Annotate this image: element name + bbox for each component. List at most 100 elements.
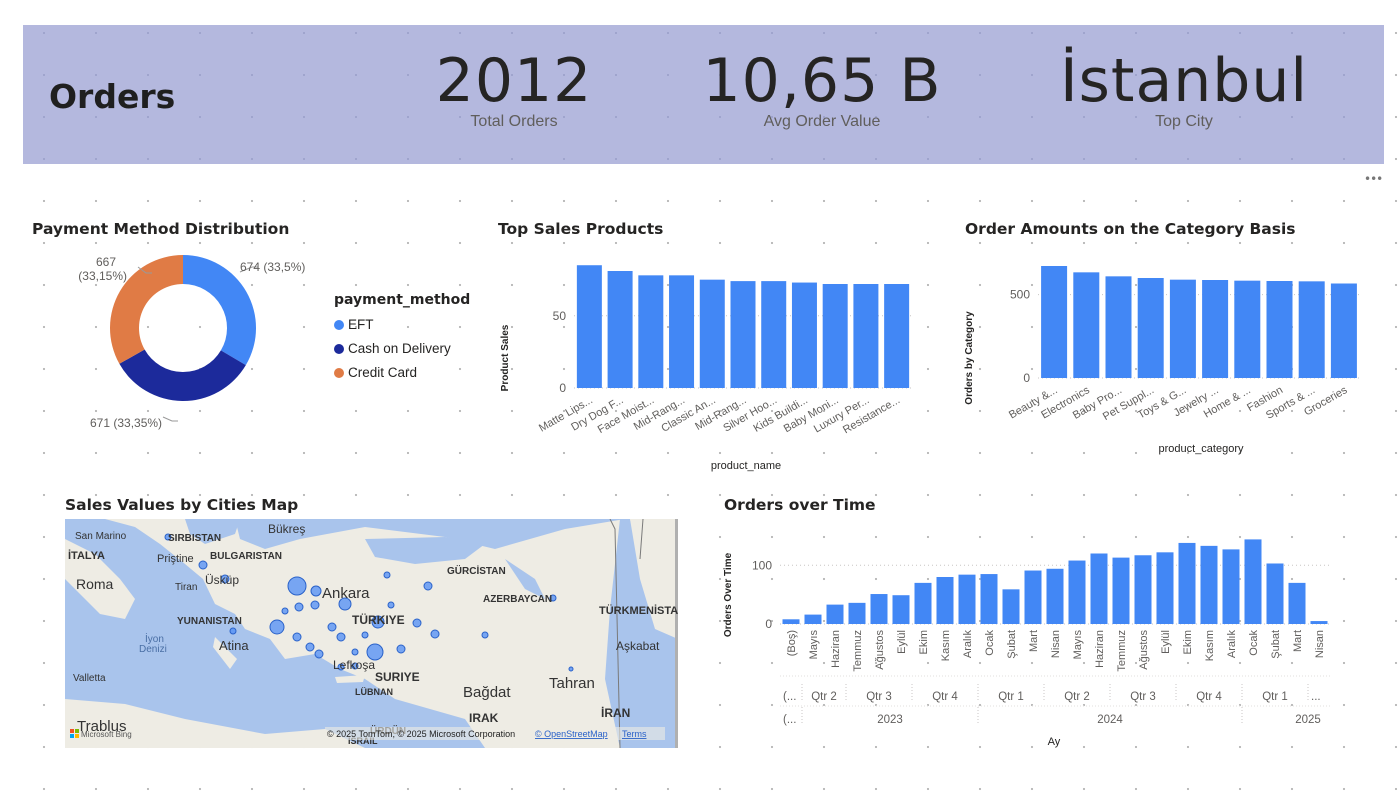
svg-text:Denizi: Denizi [139, 644, 167, 655]
land-italy [65, 539, 135, 619]
hierarchy-label: (... [783, 691, 796, 703]
bar[interactable] [1202, 280, 1229, 378]
hierarchy-label: Qtr 2 [1064, 691, 1090, 703]
legend-item-cash[interactable]: Cash on Delivery [334, 341, 470, 356]
bar[interactable] [1330, 283, 1357, 379]
bar[interactable] [1002, 589, 1020, 624]
hierarchy-label: Qtr 4 [1196, 691, 1222, 703]
bar[interactable] [1090, 553, 1108, 625]
kpi-value: İstanbul [1059, 46, 1309, 116]
osm-link[interactable]: © OpenStreetMap [535, 729, 608, 739]
hierarchy-labels: (... Qtr 2 Qtr 3 Qtr 4 Qtr 1 Qtr 2 Qtr 3 Qtr 4 Q… [780, 675, 1330, 726]
donut-slice-credit-card[interactable] [109, 255, 183, 364]
hierarchy-label: 2025 [1295, 714, 1321, 726]
label-leader-line [239, 266, 258, 273]
y-tick-label: 0 [1023, 371, 1030, 385]
bar[interactable] [782, 619, 800, 624]
bar[interactable] [1073, 272, 1100, 378]
bar[interactable] [699, 279, 725, 388]
bar[interactable] [1200, 545, 1218, 624]
svg-text:BULGARISTAN: BULGARISTAN [210, 551, 282, 562]
svg-text:İyon: İyon [145, 632, 164, 645]
more-options-icon[interactable]: ••• [1364, 172, 1383, 186]
bar[interactable] [1068, 560, 1086, 624]
bar[interactable] [958, 574, 976, 624]
payment-donut-chart[interactable]: 674 (33,5%) 671 (33,35%) 667 (33,15%) [20, 245, 320, 440]
top-products-bar-chart[interactable]: Product Sales product_name 0 50 Matte Lip… [490, 248, 930, 478]
bar[interactable] [576, 265, 602, 388]
bar[interactable] [914, 582, 932, 624]
kpi-top-city[interactable]: İstanbul Top City [1034, 45, 1334, 131]
svg-text:Bağdat: Bağdat [463, 684, 511, 701]
y-tick-label: 100 [752, 558, 772, 572]
bar[interactable] [822, 284, 848, 388]
bar[interactable] [1137, 278, 1164, 378]
hierarchy-label: Qtr 3 [1130, 691, 1156, 703]
x-tick-label: Aralık [1226, 630, 1238, 659]
bar[interactable] [761, 281, 787, 388]
bar[interactable] [936, 577, 954, 624]
bar[interactable] [1244, 539, 1262, 624]
bar[interactable] [892, 595, 910, 624]
bar[interactable] [1178, 542, 1196, 624]
bar[interactable] [1298, 281, 1325, 378]
bar[interactable] [1310, 621, 1328, 624]
bar[interactable] [669, 275, 695, 388]
bar[interactable] [870, 594, 888, 624]
bar[interactable] [884, 284, 910, 388]
bar[interactable] [853, 284, 879, 388]
bar[interactable] [980, 574, 998, 624]
legend-item-eft[interactable]: EFT [334, 317, 470, 332]
bar[interactable] [638, 275, 664, 388]
kpi-total-orders[interactable]: 2012 Total Orders [364, 45, 664, 131]
land-africa [65, 699, 365, 748]
sales-map[interactable]: Bükreş San Marino SIRBISTAN İTALYA Prişt… [65, 519, 678, 748]
bar[interactable] [1105, 276, 1132, 378]
x-tick-label: Nisan [1314, 630, 1326, 658]
category-bar-chart[interactable]: Orders by Category product_category 0 500… [958, 248, 1378, 463]
grid: 0 100 [752, 558, 1330, 631]
bar[interactable] [1222, 549, 1240, 624]
hierarchy-label: Qtr 1 [998, 691, 1024, 703]
svg-text:TÜRKMENİSTAN: TÜRKMENİSTAN [599, 604, 678, 617]
bar[interactable] [1156, 552, 1174, 624]
kpi-value: 10,65 B [702, 46, 942, 116]
legend-item-credit[interactable]: Credit Card [334, 365, 470, 380]
map-canvas[interactable]: Bükreş San Marino SIRBISTAN İTALYA Prişt… [65, 519, 678, 748]
orders-time-bar-chart[interactable]: Orders Over Time Ay 0 100 (Boş) Mayıs Hazir… [716, 520, 1336, 780]
sales-bubbles[interactable] [164, 533, 574, 672]
bar[interactable] [1041, 266, 1068, 378]
bar[interactable] [791, 282, 817, 388]
x-tick-label: Temmuz [852, 630, 864, 672]
legend-dot-icon [334, 367, 344, 378]
kpi-avg-order-value[interactable]: 10,65 B Avg Order Value [672, 45, 972, 131]
bar[interactable] [1112, 557, 1130, 624]
data-label-credit-line1: 667 [96, 255, 116, 269]
x-tick-label: Nisan [1050, 630, 1062, 658]
legend-dot-icon [334, 343, 344, 354]
bar[interactable] [607, 271, 633, 388]
bar[interactable] [1046, 568, 1064, 624]
data-label-credit-line2: (33,15%) [78, 269, 127, 283]
bar[interactable] [730, 281, 756, 388]
bar[interactable] [848, 602, 866, 624]
terms-link[interactable]: Terms [622, 729, 647, 739]
svg-text:Trablus: Trablus [77, 718, 126, 735]
donut-slice-cash-on-delivery[interactable] [119, 349, 246, 401]
hierarchy-label: Qtr 4 [932, 691, 958, 703]
svg-text:TÜRKIYE: TÜRKIYE [352, 612, 405, 627]
donut-slice-eft[interactable] [183, 255, 256, 366]
bar[interactable] [1266, 563, 1284, 624]
bar[interactable] [1266, 281, 1293, 378]
bar[interactable] [1288, 582, 1306, 624]
bar[interactable] [1169, 279, 1196, 378]
category-chart-title: Order Amounts on the Category Basis [965, 220, 1296, 238]
bar[interactable] [1234, 280, 1261, 378]
bar[interactable] [826, 604, 844, 624]
bar[interactable] [1024, 570, 1042, 624]
y-tick-label: 0 [559, 381, 566, 395]
bar[interactable] [804, 614, 822, 624]
hierarchy-label: Qtr 3 [866, 691, 892, 703]
bing-logo: Microsoft Bing [70, 729, 132, 739]
bar[interactable] [1134, 555, 1152, 624]
